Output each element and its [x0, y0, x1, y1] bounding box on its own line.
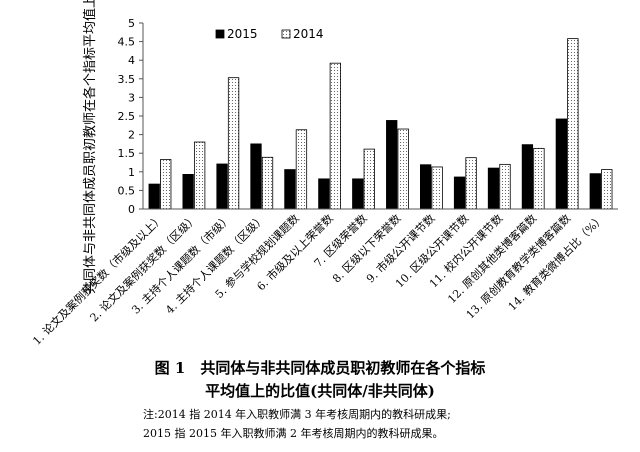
- y-tick-label: 4: [128, 54, 135, 67]
- bar-2015-6: [318, 178, 330, 210]
- x-axis-labels: 1. 论文及案例获奖数（市级及以上）2. 论文及案例获奖数（区级）3. 主持个人…: [30, 211, 608, 347]
- y-tick-label: 4.5: [118, 36, 136, 49]
- bar-2015-2: [182, 174, 194, 210]
- bar-2014-1: [160, 159, 172, 210]
- bar-2015-7: [352, 178, 364, 210]
- bar-2014-3: [227, 77, 240, 210]
- y-tick-label: 0: [128, 203, 135, 216]
- bar-2015-10: [453, 176, 466, 210]
- bars: [148, 38, 613, 210]
- bar-2015-5: [284, 169, 296, 210]
- bar-2015-4: [250, 143, 262, 210]
- bar-2015-8: [386, 120, 398, 210]
- y-axis-label: 共同体与非共同体成员职初教师在各个指标平均值上的比值: [82, 0, 98, 294]
- bar-2014-2: [193, 141, 206, 210]
- y-tick-label: 2.5: [118, 110, 136, 123]
- y-tick-label: 5: [128, 17, 135, 30]
- y-tick-label: 1: [128, 166, 135, 179]
- figure-note-line-2: 2015 指 2015 年入职教师满 2 年考核周期内的教科研成果。: [143, 427, 444, 440]
- bar-2014-4: [261, 156, 274, 210]
- bar-2014-14: [601, 169, 613, 210]
- bar-2014-13: [567, 38, 579, 210]
- bar-2014-10: [465, 157, 477, 210]
- bar-chart: 共同体与非共同体成员职初教师在各个指标平均值上的比值 0 0.5 1 1.5 2 2.5 3…: [30, 0, 618, 348]
- bar-2015-1: [148, 183, 160, 210]
- figure-note-line-1: 注:2014 指 2014 年入职教师满 3 年考核周期内的教科研成果;: [143, 408, 451, 421]
- legend-swatch-2014: [281, 29, 291, 39]
- y-tick-label: 0.5: [118, 184, 136, 197]
- figure-caption-line-2: 平均值上的比值(共同体/非共同体): [205, 382, 435, 400]
- bar-2014-12: [533, 147, 545, 210]
- bar-2015-11: [487, 167, 500, 210]
- figure-caption-line-1: 图 1 共同体与非共同体成员职初教师在各个指标: [154, 359, 486, 377]
- y-axis-ticks: 0 0.5 1 1.5 2 2.5 3 3.5 4 4.5 5: [118, 17, 143, 216]
- bar-2015-3: [216, 163, 228, 210]
- bar-2014-6: [329, 62, 342, 210]
- bar-2014-7: [363, 148, 375, 210]
- legend: 2015 2014: [215, 27, 324, 41]
- y-tick-label: 3.5: [118, 73, 136, 86]
- y-tick-label: 1.5: [118, 147, 136, 160]
- bar-2015-9: [419, 164, 432, 210]
- bar-2014-11: [499, 163, 511, 210]
- y-tick-label: 2: [128, 129, 135, 142]
- legend-label-2015: 2015: [227, 27, 258, 41]
- bar-2015-13: [555, 118, 568, 210]
- bar-2014-9: [431, 166, 443, 210]
- legend-label-2014: 2014: [293, 27, 324, 41]
- bar-2014-8: [397, 128, 409, 210]
- y-tick-label: 3: [128, 91, 135, 104]
- bar-2014-5: [295, 129, 308, 210]
- bar-2015-14: [589, 173, 601, 210]
- bar-2015-12: [521, 144, 534, 210]
- legend-swatch-2015: [215, 29, 225, 39]
